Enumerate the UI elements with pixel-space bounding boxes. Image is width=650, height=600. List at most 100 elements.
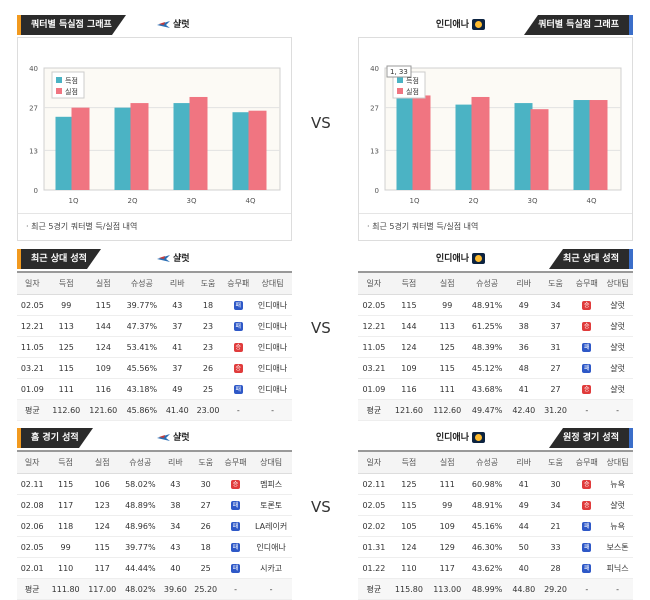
table-cell: 27 [190, 494, 221, 516]
x-tick-label: 3Q [528, 197, 538, 205]
chart-note: 최근 5경기 쿼터별 득/실점 내역 [367, 221, 478, 232]
table-cell: 평균 [17, 578, 48, 600]
loss-badge: 패 [582, 564, 592, 573]
result-cell: 패 [220, 515, 251, 537]
y-tick-label: 13 [370, 147, 379, 155]
bar-allowed [471, 96, 490, 190]
team-name: 인디애나 [436, 18, 488, 32]
table-row: 12.21 144 113 61.25% 38 37 승 샬럿 [358, 315, 633, 337]
column-header: 일자 [17, 271, 48, 295]
bar-scored [232, 112, 251, 190]
table-cell: 53.41% [121, 336, 162, 358]
table-header-row: 일자 득점 실점 슈성공 리바 도움 승무패 상대팀 [358, 450, 633, 474]
table-cell: - [571, 578, 603, 600]
result-cell: 패 [220, 536, 251, 558]
table-cell: 인디애나 [253, 378, 292, 400]
section-header: 최근 상대 성적 샬럿 [17, 249, 292, 269]
vs-label: VS [311, 114, 331, 132]
section-header: 쿼터별 득실점 그래프 샬럿 [17, 15, 292, 35]
table-cell: - [250, 578, 292, 600]
table-cell: 110 [47, 557, 84, 579]
table-cell: 27 [539, 357, 572, 379]
table-cell: 99 [47, 536, 84, 558]
result-cell: 승 [571, 494, 603, 516]
legend-swatch [397, 88, 403, 94]
team-name: 샬럿 [154, 252, 190, 266]
home-panel-left: 홈 경기 성적 샬럿 일자 득점 실점 슈성공 리바 도움 승무패 상대팀 02.11 115 10… [17, 428, 292, 600]
table-cell: 45.86% [121, 399, 162, 421]
win-badge: 승 [233, 364, 243, 373]
loss-badge: 패 [231, 543, 241, 552]
result-cell: 패 [223, 378, 254, 400]
table-cell: 121.60 [84, 399, 122, 421]
table-cell: - [253, 399, 292, 421]
loss-badge: 패 [233, 301, 243, 310]
loss-badge: 패 [231, 564, 241, 573]
tooltip-text: 1, 33 [390, 68, 408, 76]
bar-scored [455, 104, 474, 190]
table-cell: 샬럿 [602, 294, 633, 316]
column-header: 승무패 [571, 271, 603, 295]
y-tick-label: 27 [370, 105, 379, 113]
table-cell: 116 [84, 378, 122, 400]
column-header: 상대팀 [602, 271, 633, 295]
table-cell: 30 [539, 473, 572, 495]
table-cell: 39.60 [160, 578, 191, 600]
table-cell: 61.25% [466, 315, 508, 337]
table-cell: - [602, 578, 633, 600]
table-cell: 31 [539, 336, 572, 358]
loss-badge: 패 [233, 385, 243, 394]
legend-swatch [56, 77, 62, 83]
table-cell: 43.18% [121, 378, 162, 400]
table-row: 11.05 124 125 48.39% 36 31 패 샬럿 [358, 336, 633, 358]
y-tick-label: 27 [29, 105, 38, 113]
column-header: 상대팀 [253, 271, 292, 295]
table-cell: 40 [507, 557, 540, 579]
result-cell: 승 [220, 473, 251, 495]
table-cell: 45.12% [466, 357, 508, 379]
bar-scored [114, 107, 133, 190]
table-cell: 34 [160, 515, 191, 537]
table-row: 02.02 105 109 45.16% 44 21 패 뉴욕 [358, 515, 633, 537]
table-cell: 37 [539, 315, 572, 337]
table-cell: LA레이커 [250, 515, 292, 537]
column-header: 일자 [17, 450, 48, 474]
recent-panel-left: 최근 상대 성적 샬럿 일자 득점 실점 슈성공 리바 도움 승무패 상대팀 02.05 99 11… [17, 249, 292, 421]
table-cell: 01.22 [358, 557, 390, 579]
table-cell: 118 [47, 515, 84, 537]
team-name: 샬럿 [154, 431, 190, 445]
column-header: 득점 [389, 271, 429, 295]
x-tick-label: 4Q [246, 197, 256, 205]
table-cell: 123 [83, 494, 121, 516]
column-header: 슈성공 [466, 450, 508, 474]
stats-table: 일자 득점 실점 슈성공 리바 도움 승무패 상대팀 02.05 99 115 39.77% 43 18 패… [17, 271, 292, 421]
team-name: 샬럿 [154, 18, 190, 32]
legend-label: 실점 [65, 87, 78, 96]
table-cell: 48.39% [466, 336, 508, 358]
table-cell: 샬럿 [602, 494, 633, 516]
table-cell: 112.60 [47, 399, 85, 421]
result-cell: 승 [571, 473, 603, 495]
column-header: 리바 [507, 450, 540, 474]
column-header: 도움 [192, 271, 224, 295]
section-title: 원정 경기 성적 [549, 428, 633, 448]
legend-label: 득점 [65, 77, 78, 85]
table-cell: 60.98% [466, 473, 508, 495]
table-cell: 45.56% [121, 357, 162, 379]
table-cell: 18 [190, 536, 221, 558]
tooltip-box [386, 65, 412, 78]
win-badge: 승 [582, 322, 592, 331]
table-cell: 37 [161, 315, 193, 337]
team-name: 인디애나 [436, 431, 488, 445]
average-row: 평균 111.80 117.00 48.02% 39.60 25.20- - [17, 578, 292, 600]
table-cell: 117.00 [83, 578, 121, 600]
table-cell: 25.20 [190, 578, 221, 600]
section-title: 쿼터별 득실점 그래프 [524, 15, 633, 35]
table-cell: 125 [47, 336, 85, 358]
table-cell: 113.00 [428, 578, 467, 600]
table-cell: 113 [47, 315, 85, 337]
table-cell: 토론토 [250, 494, 292, 516]
result-cell: 패 [220, 557, 251, 579]
